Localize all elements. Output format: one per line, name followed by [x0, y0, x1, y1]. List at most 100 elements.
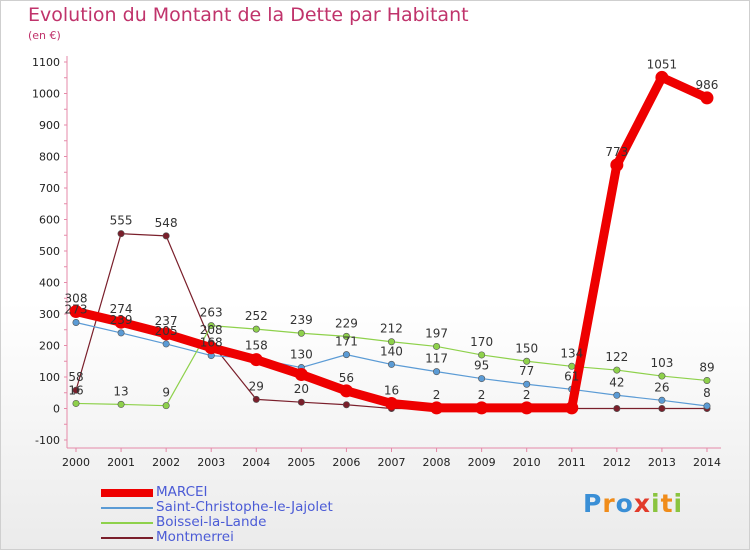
data-point — [700, 91, 714, 105]
y-tick-label: 800 — [39, 151, 60, 164]
x-tick-label: 2005 — [287, 456, 315, 469]
data-point — [294, 367, 308, 381]
y-tick-label: 700 — [39, 182, 60, 195]
data-point — [342, 401, 350, 409]
data-point — [387, 360, 395, 368]
data-label: 773 — [605, 145, 628, 159]
data-point — [520, 401, 534, 415]
data-label: 252 — [245, 309, 268, 323]
data-label: 170 — [470, 335, 493, 349]
data-label: 117 — [425, 352, 448, 366]
x-tick-label: 2013 — [648, 456, 676, 469]
data-point — [72, 399, 80, 407]
y-tick-label: 1000 — [32, 88, 60, 101]
data-point — [207, 322, 215, 330]
data-label: 77 — [519, 364, 534, 378]
data-label: 229 — [335, 316, 358, 330]
data-point — [72, 319, 80, 327]
data-label: 239 — [290, 313, 313, 327]
data-point — [252, 325, 260, 333]
chart-title: Evolution du Montant de la Dette par Hab… — [28, 4, 469, 26]
data-point — [297, 398, 305, 406]
x-tick-label: 2011 — [558, 456, 586, 469]
logo-letter: t — [660, 489, 674, 518]
x-tick-label: 2004 — [242, 456, 270, 469]
x-tick-label: 2003 — [197, 456, 225, 469]
data-point — [433, 368, 441, 376]
data-point — [387, 338, 395, 346]
x-tick-label: 2007 — [377, 456, 405, 469]
legend-swatch — [101, 489, 153, 497]
data-label: 308 — [65, 291, 88, 305]
data-point — [565, 401, 579, 415]
data-label: 26 — [654, 380, 669, 394]
legend-label: Saint-Christophe-le-Jajolet — [156, 499, 333, 515]
x-tick-label: 2010 — [513, 456, 541, 469]
legend-label: Montmerrei — [156, 529, 234, 545]
data-point — [297, 329, 305, 337]
data-point — [655, 70, 669, 84]
data-label: 168 — [200, 336, 223, 350]
data-label: 89 — [699, 360, 714, 374]
data-label: 986 — [696, 78, 719, 92]
data-label: 212 — [380, 322, 403, 336]
data-point — [613, 404, 621, 412]
data-label: 2 — [433, 388, 441, 402]
data-label: 16 — [68, 383, 83, 397]
legend-label: MARCEI — [156, 484, 208, 500]
proxiti-logo: Proxiti — [583, 489, 683, 518]
data-label: 61 — [564, 369, 579, 383]
x-tick-label: 2009 — [468, 456, 496, 469]
data-point — [384, 396, 398, 410]
x-tick-label: 2001 — [107, 456, 135, 469]
data-point — [114, 315, 128, 329]
data-label: 555 — [110, 214, 133, 228]
data-label: 205 — [155, 324, 178, 338]
logo-letter: i — [651, 489, 661, 518]
data-point — [162, 340, 170, 348]
legend-swatch — [101, 537, 153, 539]
data-label: 58 — [68, 370, 83, 384]
data-label: 13 — [113, 384, 128, 398]
data-label: 237 — [155, 314, 178, 328]
data-label: 274 — [110, 302, 133, 316]
data-point — [658, 396, 666, 404]
legend-swatch — [101, 522, 153, 524]
data-label: 56 — [339, 371, 354, 385]
data-label: 197 — [425, 326, 448, 340]
data-point — [117, 400, 125, 408]
x-tick-label: 2014 — [693, 456, 721, 469]
logo-letter: o — [615, 489, 634, 518]
data-point — [658, 372, 666, 380]
data-point — [162, 402, 170, 410]
data-label: 16 — [384, 383, 399, 397]
data-label: 273 — [65, 303, 88, 317]
data-label: 263 — [200, 306, 223, 320]
legend-label: Boissei-la-Lande — [156, 514, 267, 530]
x-tick-label: 2012 — [603, 456, 631, 469]
y-tick-label: 200 — [39, 340, 60, 353]
y-tick-label: 0 — [53, 403, 60, 416]
data-label: 130 — [290, 348, 313, 362]
y-tick-label: -100 — [35, 434, 60, 447]
data-label: 140 — [380, 344, 403, 358]
data-point — [610, 158, 624, 172]
data-point — [342, 351, 350, 359]
data-label: 208 — [200, 323, 223, 337]
data-label: 8 — [703, 386, 711, 400]
x-tick-label: 2000 — [62, 456, 90, 469]
data-label: 42 — [609, 375, 624, 389]
data-label: 239 — [110, 313, 133, 327]
data-label: 29 — [249, 379, 264, 393]
data-point — [703, 376, 711, 384]
y-tick-label: 600 — [39, 214, 60, 227]
data-label: 1051 — [647, 57, 678, 71]
data-point — [69, 304, 83, 318]
data-label: 150 — [515, 341, 538, 355]
y-axis-unit: (en €) — [28, 29, 61, 42]
y-tick-label: 1100 — [32, 56, 60, 69]
data-label: 2 — [478, 388, 486, 402]
data-label: 122 — [605, 350, 628, 364]
data-point — [433, 342, 441, 350]
data-point — [204, 341, 218, 355]
